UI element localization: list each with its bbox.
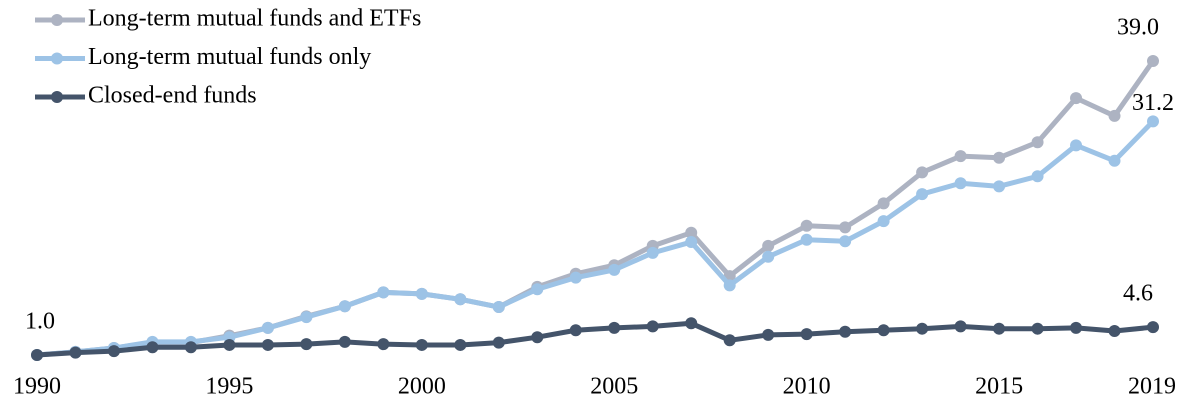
value-label: 39.0 [1117,15,1159,41]
point [569,271,582,284]
point [685,236,698,249]
point [1070,321,1083,334]
point [1147,115,1159,128]
x-tick-label: 2010 [783,374,831,400]
legend-marker [51,52,63,65]
point [415,287,428,300]
point [839,235,852,248]
legend-label: Closed-end funds [88,83,257,109]
point [877,197,890,210]
value-label: 1.0 [25,309,55,335]
point [531,283,544,296]
point [454,338,467,351]
point [1147,55,1159,67]
point [646,320,659,333]
point [261,321,274,334]
point [608,321,621,334]
x-tick-label: 1995 [205,374,253,400]
point [723,279,736,292]
x-tick-label: 2015 [975,374,1023,400]
point [377,286,390,299]
point [608,263,621,276]
point [300,311,313,324]
point [993,180,1006,193]
point [800,328,813,341]
x-tick-label: 1990 [13,374,61,400]
point [877,215,890,228]
point [492,301,505,314]
point [646,246,659,259]
series-line [36,119,1155,358]
point [877,324,890,337]
point [454,293,467,306]
legend-marker [51,14,63,26]
point [1070,92,1083,105]
point [1108,325,1121,338]
point [1031,170,1044,183]
point [954,177,967,190]
point [762,328,775,341]
x-tick-label: 2019 [1128,374,1176,400]
point [993,151,1006,164]
point [531,331,544,344]
point [107,345,120,358]
point [800,219,813,232]
point [1108,154,1121,167]
value-label: 31.2 [1132,90,1174,116]
value-label: 4.6 [1123,281,1153,307]
point [184,341,197,354]
point [415,338,428,351]
point [723,334,736,347]
legend-marker [51,91,63,103]
point [685,317,698,330]
point [993,322,1006,335]
point [1147,321,1159,334]
point [916,166,929,179]
point [762,250,775,263]
point [685,226,698,239]
point [1070,139,1083,152]
point [954,320,967,333]
point [800,233,813,246]
point [1031,136,1044,149]
point [916,322,929,335]
point [1031,322,1044,335]
point [223,338,236,351]
point [338,300,351,313]
point [839,221,852,234]
point [261,338,274,351]
point [492,336,505,349]
point [569,324,582,337]
series-line [36,320,1154,358]
point [1108,109,1121,122]
point [69,346,82,359]
point [31,349,43,361]
x-tick-label: 2000 [398,374,446,400]
legend-label: Long-term mutual funds and ETFs [88,6,421,32]
x-tick-label: 2005 [590,374,638,400]
point [377,338,390,351]
legend-label: Long-term mutual funds only [88,44,371,70]
point [762,239,775,252]
point [338,335,351,348]
point [839,325,852,338]
point [300,338,313,351]
point [916,188,929,201]
point [954,150,967,163]
point [146,341,159,354]
